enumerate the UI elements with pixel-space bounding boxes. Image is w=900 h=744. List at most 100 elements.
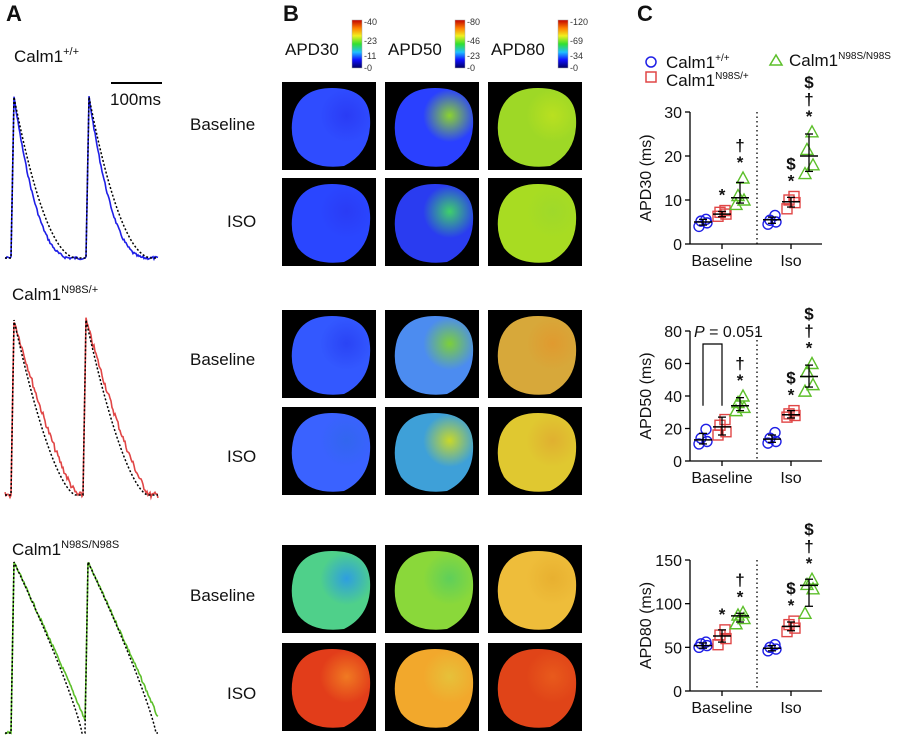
- significance-marker: *: [719, 605, 726, 624]
- apd-map: [497, 88, 577, 167]
- trace-0: [4, 95, 159, 262]
- significance-marker: *: [719, 186, 726, 205]
- y-tick-label: 150: [655, 553, 682, 570]
- significance-marker: *: [806, 107, 813, 126]
- column-title-apd30: APD30: [285, 40, 339, 59]
- data-point: [797, 166, 813, 180]
- panel-label-a: A: [6, 1, 22, 26]
- colorbar-tick: -80: [467, 17, 480, 27]
- significance-marker: $: [786, 369, 796, 388]
- apd-map: [394, 184, 474, 263]
- data-point: [719, 204, 731, 217]
- colorbar-tick: -23: [364, 36, 377, 46]
- apd-map: [497, 184, 577, 263]
- significance-marker: †: [735, 354, 744, 373]
- action-potential-traces: [4, 95, 159, 735]
- data-point: [804, 124, 820, 138]
- row-label-iso: ISO: [227, 212, 256, 231]
- significance-marker: $: [804, 305, 814, 324]
- x-tick-label: Baseline: [691, 253, 752, 270]
- data-point: [695, 215, 707, 227]
- apd-map: [497, 413, 577, 492]
- row-label-iso: ISO: [227, 447, 256, 466]
- legend-marker-hom: [768, 53, 784, 66]
- apd-map: [394, 413, 474, 492]
- significance-marker: *: [737, 587, 744, 606]
- colorbar-tick: -0: [364, 63, 372, 73]
- data-point: [736, 192, 752, 206]
- apd-map: [497, 316, 577, 395]
- trace-reference-dotted: [5, 96, 158, 259]
- trace-reference-dotted: [5, 561, 158, 734]
- data-point: [735, 170, 751, 184]
- data-point: [735, 388, 751, 402]
- x-tick-label: Iso: [780, 253, 801, 270]
- apd-map: [291, 649, 371, 728]
- data-point: [700, 636, 712, 648]
- data-point: [781, 203, 793, 215]
- apd-map: [497, 551, 577, 630]
- data-point: [769, 426, 781, 439]
- data-point: [799, 141, 815, 156]
- apd-map: [394, 551, 474, 630]
- legend-marker-wt: [645, 56, 657, 68]
- data-point: [762, 437, 774, 449]
- significance-marker: *: [737, 153, 744, 172]
- x-tick-label: Iso: [780, 700, 801, 717]
- y-tick-label: 20: [664, 149, 682, 166]
- row-label-baseline: Baseline: [190, 350, 255, 369]
- data-point: [701, 435, 713, 448]
- data-point: [700, 423, 712, 436]
- data-point: [769, 639, 781, 651]
- apd-map: [291, 88, 371, 167]
- y-tick-label: 80: [664, 324, 682, 341]
- row-label-baseline: Baseline: [190, 115, 255, 134]
- legend: Calm1+/+ Calm1N98S/+ Calm1N98S/N98S: [645, 51, 891, 90]
- data-point: [770, 435, 782, 448]
- bracket-p-value: P = 0.051: [694, 324, 763, 341]
- legend-label-het: Calm1N98S/+: [666, 71, 749, 90]
- data-point: [797, 383, 813, 397]
- data-point: [735, 604, 751, 619]
- data-point: [719, 413, 731, 426]
- y-tick-label: 20: [664, 422, 682, 439]
- y-tick-label: 10: [664, 193, 682, 210]
- significance-marker: $: [804, 73, 814, 92]
- colorbar-tick: -120: [570, 17, 588, 27]
- significance-marker: †: [735, 570, 744, 589]
- legend-label-hom: Calm1N98S/N98S: [789, 51, 891, 70]
- significance-marker: *: [788, 386, 795, 405]
- x-tick-label: Baseline: [691, 700, 752, 717]
- data-point: [770, 643, 782, 655]
- significance-marker: $: [786, 579, 796, 598]
- significance-marker: *: [806, 339, 813, 358]
- trace-2: [4, 561, 159, 735]
- colorbar-tick: -23: [467, 51, 480, 61]
- y-tick-label: 100: [655, 597, 682, 614]
- significance-marker: $: [786, 154, 796, 173]
- y-axis-label: APD80 (ms): [638, 582, 655, 669]
- x-tick-label: Baseline: [691, 470, 752, 487]
- y-tick-label: 0: [673, 684, 682, 701]
- column-title-apd80: APD80: [491, 40, 545, 59]
- data-point: [730, 395, 746, 409]
- data-point: [797, 605, 813, 619]
- colorbar-tick: -0: [467, 63, 475, 73]
- data-point: [730, 188, 746, 202]
- data-point: [805, 581, 821, 595]
- panel-label-b: B: [283, 1, 299, 26]
- significance-marker: †: [804, 322, 813, 341]
- apd-map: [291, 316, 371, 395]
- x-tick-label: Iso: [780, 470, 801, 487]
- comparison-bracket: [702, 343, 723, 406]
- apd-map: [291, 184, 371, 263]
- data-point: [804, 356, 820, 370]
- data-point: [720, 632, 732, 645]
- genotype-label-hom: Calm1N98S/N98S: [12, 539, 119, 559]
- y-tick-label: 50: [664, 640, 682, 657]
- scale-bar-label: 100ms: [110, 90, 161, 109]
- colorbar-tick: -11: [364, 51, 376, 61]
